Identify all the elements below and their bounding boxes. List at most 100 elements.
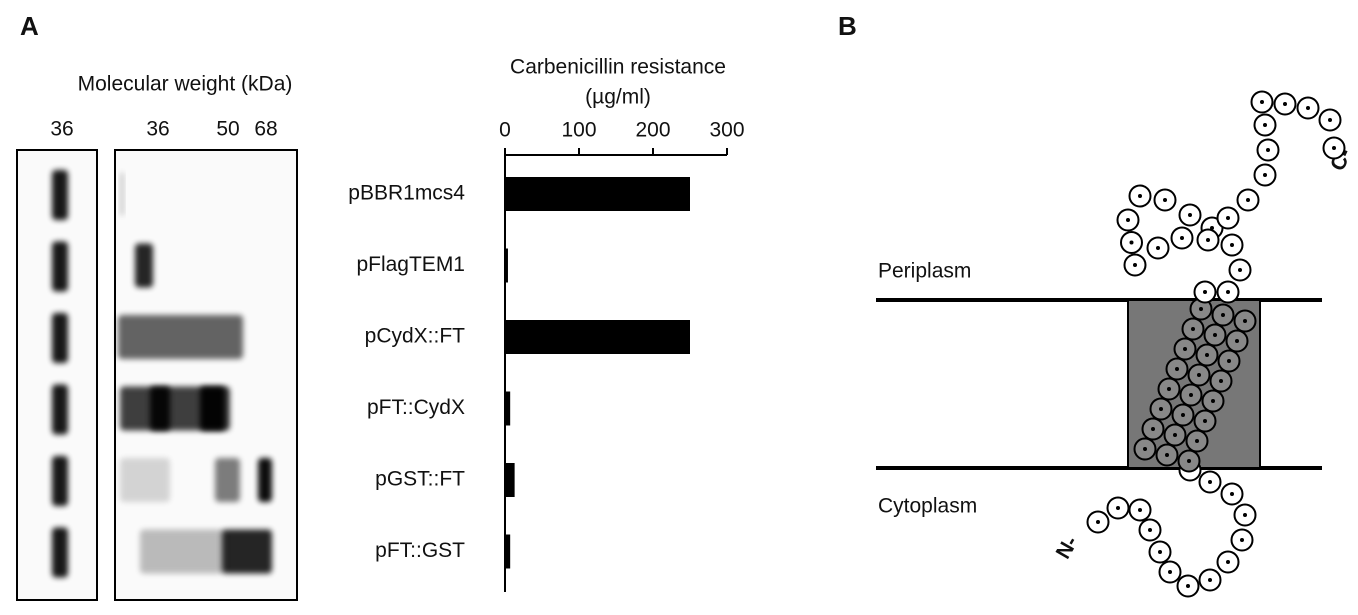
residue-dot — [1180, 236, 1184, 240]
gel-title: Molecular weight (kDa) — [78, 73, 293, 96]
chart-subtitle: (µg/ml) — [585, 86, 651, 109]
residue-dot — [1328, 118, 1332, 122]
compartment-label: Periplasm — [878, 260, 971, 283]
residue-dot — [1332, 146, 1336, 150]
gel-marker: 50 — [216, 118, 239, 141]
x-tick-label: 0 — [499, 119, 511, 142]
residue-dot — [1183, 347, 1187, 351]
residue-dot — [1181, 413, 1185, 417]
residue-dot — [1306, 106, 1310, 110]
chart-title: Carbenicillin resistance — [510, 56, 726, 79]
residue-dot — [1199, 307, 1203, 311]
residue-dot — [1211, 399, 1215, 403]
gel-band — [52, 241, 68, 292]
residue-dot — [1168, 570, 1172, 574]
residue-dot — [1283, 102, 1287, 106]
gel-band — [222, 529, 272, 574]
residue-dot — [1175, 367, 1179, 371]
residue-dot — [1240, 538, 1244, 542]
residue-dot — [1219, 379, 1223, 383]
gel-band — [140, 529, 225, 574]
gel-band — [135, 243, 153, 288]
gel-band — [52, 527, 68, 578]
y-tick-label: pBBR1mcs4 — [348, 182, 465, 205]
residue-dot — [1159, 407, 1163, 411]
residue-dot — [1148, 528, 1152, 532]
residue-dot — [1203, 290, 1207, 294]
gel-marker: 68 — [254, 118, 277, 141]
residue-dot — [1221, 313, 1225, 317]
y-tick-label: pFlagTEM1 — [356, 253, 465, 276]
residue-dot — [1203, 419, 1207, 423]
residue-dot — [1167, 387, 1171, 391]
residue-dot — [1227, 359, 1231, 363]
residue-dot — [1163, 198, 1167, 202]
residue-dot — [1230, 492, 1234, 496]
residue-dot — [1133, 263, 1137, 267]
residue-dot — [1205, 353, 1209, 357]
residue-dot — [1195, 439, 1199, 443]
gel-band — [215, 458, 240, 502]
residue-dot — [1235, 339, 1239, 343]
residue-dot — [1096, 520, 1100, 524]
residue-dot — [1238, 268, 1242, 272]
gel-frame — [114, 149, 298, 601]
residue-dot — [1197, 373, 1201, 377]
gel-band — [200, 386, 225, 431]
x-tick-label: 300 — [709, 119, 744, 142]
residue-dot — [1116, 506, 1120, 510]
gel-band — [150, 386, 170, 431]
residue-dot — [1266, 148, 1270, 152]
gel-images — [16, 149, 298, 601]
residue-dot — [1158, 550, 1162, 554]
residue-dot — [1129, 240, 1134, 245]
gel-band — [258, 458, 272, 502]
gel-band — [52, 384, 68, 435]
residue-dot — [1165, 453, 1169, 457]
residue-dot — [1243, 513, 1247, 517]
residue-dot — [1246, 198, 1250, 202]
gel-marker: 36 — [50, 118, 73, 141]
gel-band — [120, 458, 170, 502]
residue-dot — [1189, 393, 1193, 397]
gel-band — [120, 172, 124, 216]
residue-dot — [1226, 290, 1230, 294]
bar — [505, 534, 511, 569]
residue-dot — [1138, 508, 1142, 512]
gel-band — [52, 456, 68, 506]
residue-dot — [1191, 327, 1195, 331]
residue-dot — [1260, 100, 1264, 104]
bar — [505, 320, 690, 354]
residue-dot — [1208, 480, 1212, 484]
gel-band — [118, 315, 243, 359]
residue-dot — [1156, 246, 1160, 250]
residue-dot — [1243, 319, 1247, 323]
terminus-label: N- — [1052, 532, 1083, 563]
y-tick-label: pFT::GST — [375, 539, 465, 562]
residue-dot — [1263, 173, 1267, 177]
residue-dot — [1143, 447, 1147, 451]
x-tick-label: 200 — [635, 119, 670, 142]
panel-label: B — [838, 11, 857, 41]
residue-dot — [1173, 433, 1177, 437]
residue-dot — [1263, 123, 1267, 127]
residue-dot — [1206, 238, 1210, 242]
gel-band — [52, 313, 68, 363]
residue-dot — [1226, 216, 1230, 220]
x-tick-label: 100 — [561, 119, 596, 142]
panel-label: A — [20, 11, 39, 41]
compartment-label: Cytoplasm — [878, 495, 977, 518]
residue-dot — [1138, 194, 1142, 198]
residue-dot — [1230, 243, 1234, 247]
residue-dot — [1186, 584, 1190, 588]
bar — [505, 391, 511, 426]
residue-dot — [1187, 459, 1191, 463]
bar — [505, 248, 508, 283]
residue-dot — [1126, 218, 1130, 222]
gel-band — [52, 170, 68, 220]
residue-dot — [1213, 333, 1217, 337]
residue-dot — [1226, 560, 1230, 564]
bar — [505, 177, 690, 211]
residue-dot — [1208, 578, 1212, 582]
